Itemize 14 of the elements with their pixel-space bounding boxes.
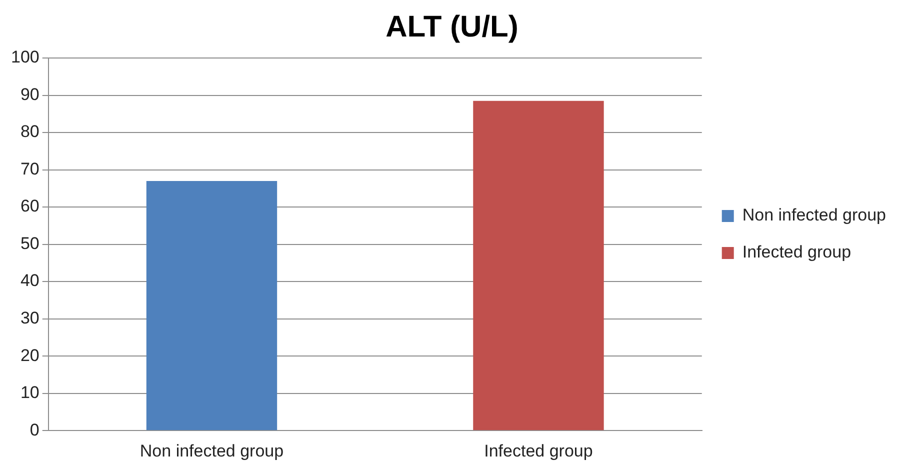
y-tick-label: 0 [30,420,40,440]
y-tick-label: 60 [20,196,40,216]
y-tick-label: 30 [20,308,40,328]
legend-label: Infected group [742,242,852,262]
y-tick-label: 80 [20,122,40,142]
y-tick-label: 100 [10,48,40,67]
chart-title: ALT (U/L) [386,10,518,44]
y-tick-label: 90 [20,84,40,104]
y-tick-label: 10 [20,383,40,402]
legend-label: Non infected group [742,206,886,225]
y-tick-label: 50 [20,234,40,253]
y-tick-label: 40 [20,271,40,290]
y-tick-label: 70 [20,159,40,178]
y-tick-label: 20 [20,346,40,365]
